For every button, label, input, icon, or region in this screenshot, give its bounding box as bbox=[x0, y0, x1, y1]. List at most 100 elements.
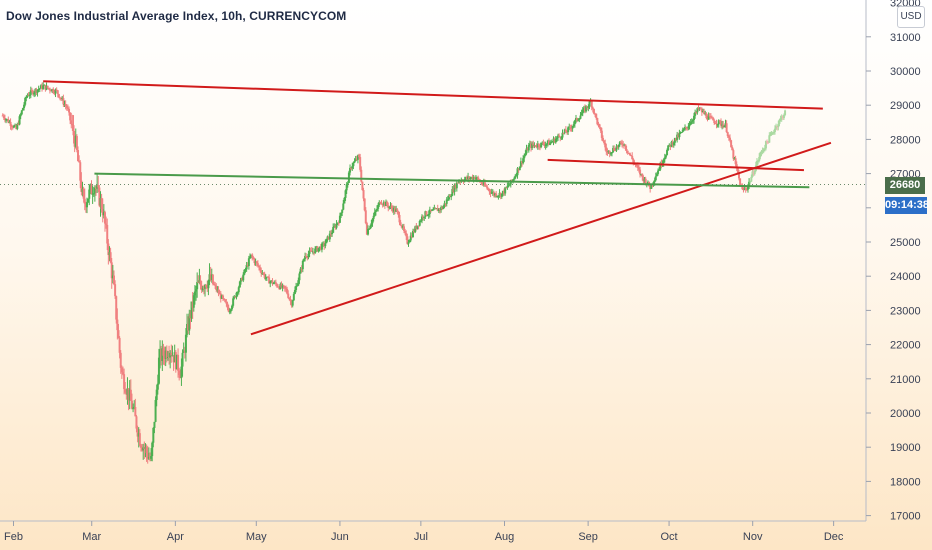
candle-body bbox=[229, 309, 232, 312]
candle-body bbox=[771, 132, 774, 134]
candle-body bbox=[388, 206, 391, 208]
candle-body bbox=[512, 179, 515, 182]
candle-body bbox=[596, 118, 599, 125]
red-trendline-2 bbox=[547, 158, 804, 172]
candle-body bbox=[320, 243, 323, 250]
candle-body bbox=[659, 162, 662, 170]
candle-body bbox=[100, 197, 103, 209]
candle-body bbox=[480, 181, 483, 184]
candle-body bbox=[296, 285, 299, 287]
candle-body bbox=[6, 119, 9, 121]
candle-body bbox=[473, 177, 476, 180]
candle-body bbox=[14, 125, 17, 127]
candle-body bbox=[394, 207, 397, 212]
candle-body bbox=[752, 171, 755, 175]
currency-label[interactable]: USD bbox=[897, 6, 925, 28]
candle-body bbox=[446, 199, 449, 201]
candle-body bbox=[277, 286, 280, 288]
candle-body bbox=[401, 226, 404, 228]
candle-body bbox=[449, 195, 452, 198]
candle-body bbox=[12, 125, 15, 128]
candle-body bbox=[718, 120, 721, 122]
candle-body bbox=[445, 199, 448, 204]
candle-body bbox=[181, 352, 184, 367]
time-tick-label: Apr bbox=[167, 531, 184, 543]
candle-body bbox=[440, 207, 443, 211]
candle-body bbox=[605, 147, 608, 152]
candle-body bbox=[574, 118, 577, 121]
candle-body bbox=[208, 274, 211, 281]
candle-body bbox=[746, 185, 749, 190]
candle-body bbox=[99, 197, 102, 206]
candle-body bbox=[170, 352, 173, 356]
candle-body bbox=[28, 94, 31, 96]
candle-body bbox=[338, 215, 341, 223]
candle-body bbox=[519, 161, 522, 167]
candle-body bbox=[442, 206, 445, 209]
time-axis[interactable]: Feb Mar Apr May Jun Jul Aug Sep Oct Nov Dec bbox=[4, 521, 844, 543]
candle-body bbox=[292, 293, 295, 301]
candle-body bbox=[83, 198, 86, 204]
candle-body bbox=[424, 211, 427, 217]
candle-body bbox=[174, 352, 177, 370]
candle-body bbox=[592, 108, 595, 114]
candle-body bbox=[390, 205, 393, 209]
candle-body bbox=[59, 97, 62, 99]
candle-body bbox=[143, 447, 146, 449]
candle-body bbox=[54, 89, 57, 94]
candle-body bbox=[365, 223, 368, 235]
price-axis[interactable]: 3100030000290002800027000260002500024000… bbox=[866, 0, 921, 523]
candle-body bbox=[650, 184, 653, 189]
candle-body bbox=[142, 447, 145, 451]
candle-body bbox=[514, 175, 517, 179]
candle-body bbox=[51, 89, 54, 92]
candle-body bbox=[81, 188, 84, 192]
candle-body bbox=[741, 186, 744, 190]
candle-body bbox=[234, 296, 237, 298]
candle-body bbox=[19, 114, 22, 117]
candle-body bbox=[489, 191, 492, 194]
candle-body bbox=[80, 180, 83, 192]
candle-body bbox=[150, 456, 153, 459]
bar-countdown-badge: 09:14:38 bbox=[885, 197, 929, 214]
candle-body bbox=[617, 144, 620, 148]
candle-body bbox=[281, 285, 284, 288]
candle-body bbox=[63, 103, 66, 105]
candle-body bbox=[29, 90, 32, 95]
candle-body bbox=[758, 156, 761, 161]
candle-body bbox=[3, 118, 6, 121]
candle-body bbox=[679, 132, 682, 134]
candle-body bbox=[727, 136, 730, 138]
candle-body bbox=[568, 127, 571, 129]
candle-body bbox=[415, 226, 418, 229]
price-tick-label: 24000 bbox=[890, 271, 921, 283]
candle-body bbox=[231, 305, 234, 310]
candle-body bbox=[271, 280, 274, 284]
candle-body bbox=[667, 145, 670, 151]
candle-body bbox=[350, 167, 353, 169]
candle-body bbox=[205, 285, 208, 288]
candle-body bbox=[238, 281, 241, 288]
candle-body bbox=[33, 92, 36, 95]
candle-body bbox=[409, 235, 412, 241]
candle-body bbox=[531, 143, 534, 149]
candle-body bbox=[190, 301, 193, 319]
candle-body bbox=[537, 143, 540, 147]
price-tick-label: 22000 bbox=[890, 340, 921, 352]
candle-body bbox=[590, 101, 593, 108]
candle-body bbox=[549, 142, 552, 145]
candle-body bbox=[450, 195, 453, 198]
candle-body bbox=[413, 230, 416, 232]
candle-body bbox=[572, 124, 575, 127]
candle-body bbox=[324, 243, 327, 247]
candle-body bbox=[628, 153, 631, 156]
candle-body bbox=[368, 228, 371, 230]
candle-body bbox=[92, 193, 95, 195]
candle-body bbox=[9, 121, 12, 127]
candle-body bbox=[72, 125, 75, 136]
candle-body bbox=[389, 205, 392, 207]
candle-body bbox=[322, 243, 325, 245]
candle-body bbox=[341, 209, 344, 213]
candle-body bbox=[672, 142, 675, 146]
